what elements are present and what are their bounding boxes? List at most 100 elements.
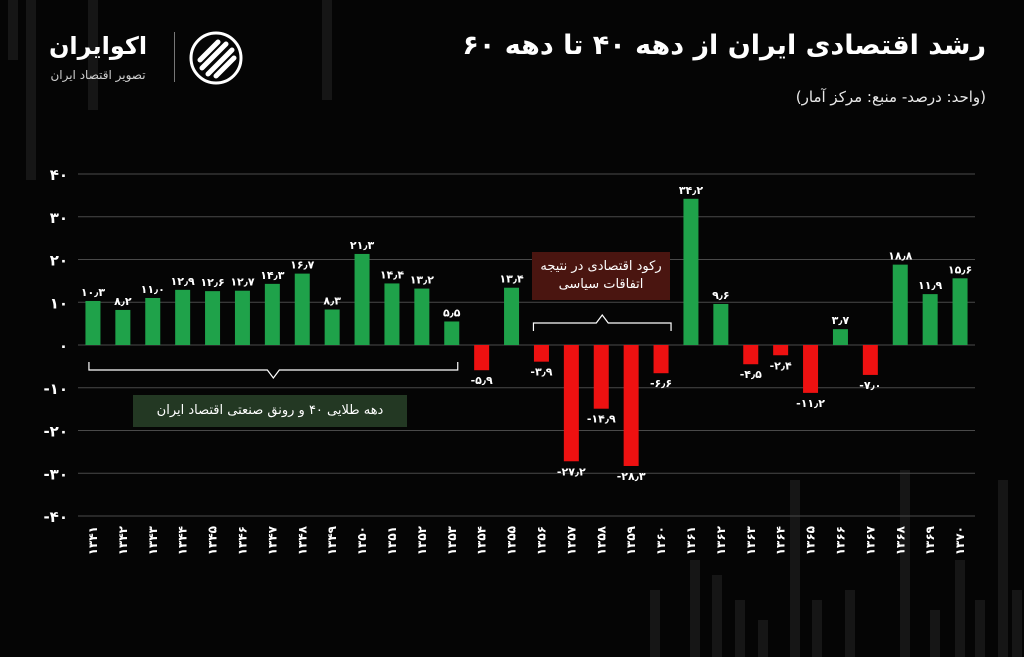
bar [234,290,250,345]
x-tick-label: ۱۳۴۲ [116,525,130,555]
x-tick-label: ۱۳۷۰ [953,526,967,555]
x-tick-label: ۱۳۴۴ [176,526,190,555]
golden-decade-annotation: دهه طلایی ۴۰ و رونق صنعتی اقتصاد ایران [133,395,407,427]
data-label: ۸٫۳ [323,295,341,308]
data-label: ۳۴٫۲ [679,184,704,197]
y-tick-label: -۴۰ [43,508,68,526]
x-tick-label: ۱۳۴۱ [86,526,100,555]
golden-decade-brace [88,362,459,379]
data-label: ۸٫۲ [114,295,132,308]
data-label: ۵٫۵ [443,306,461,319]
x-tick-label: ۱۳۶۹ [923,525,937,555]
data-label: -۲۸٫۳ [617,470,646,483]
data-label: ۹٫۶ [712,289,730,302]
data-label: -۱۴٫۹ [587,413,616,426]
data-label: ۱۲٫۹ [171,275,196,288]
x-tick-label: ۱۳۴۷ [265,525,279,555]
bar [145,297,161,345]
bar [324,309,340,345]
recession-brace [532,314,672,331]
bar [713,303,729,345]
data-label: ۱۵٫۶ [948,263,972,276]
brand-name: اکوایران [48,32,148,60]
x-tick-label: ۱۳۵۹ [624,525,638,555]
x-tick-label: ۱۳۶۸ [893,525,907,555]
data-label: -۵٫۹ [471,374,493,387]
bar [205,291,221,345]
recession-annotation-text: رکود اقتصادی در نتیجه اتفاقات سیاسی [540,259,662,292]
bar [683,198,699,345]
bar [384,283,400,345]
recession-annotation: رکود اقتصادی در نتیجه اتفاقات سیاسی [532,252,670,300]
data-label: -۳٫۹ [530,366,552,379]
x-tick-label: ۱۳۴۸ [295,525,309,555]
bar [593,345,609,409]
bar [175,289,191,345]
y-tick-label: ۰ [59,337,68,355]
chart-title: رشد اقتصادی ایران از دهه ۴۰ تا دهه ۶۰ [462,30,986,61]
x-tick-label: ۱۳۵۳ [445,525,459,555]
data-label: ۱۴٫۴ [380,268,405,281]
x-tick-label: ۱۳۶۳ [744,525,758,555]
x-tick-label: ۱۳۵۱ [385,526,399,555]
x-tick-label: ۱۳۵۲ [415,525,429,555]
x-tick-label: ۱۳۵۶ [534,526,548,555]
data-label: ۱۴٫۳ [260,269,285,282]
bar [294,273,310,345]
bar [474,345,490,371]
bar [115,309,131,345]
x-tick-label: ۱۳۴۵ [206,526,220,555]
bar [85,300,101,345]
x-tick-label: ۱۳۶۰ [654,526,668,555]
bar [623,345,639,466]
bar [803,345,819,393]
data-label: -۱۱٫۲ [796,397,825,410]
y-tick-label: ۱۰ [50,294,68,312]
y-tick-label: -۳۰ [43,465,68,483]
data-label: ۱۲٫۷ [230,276,255,289]
y-tick-label: -۱۰ [43,380,68,398]
x-tick-label: ۱۳۶۶ [833,526,847,555]
y-tick-label: ۳۰ [50,209,68,227]
x-tick-label: ۱۳۶۲ [714,525,728,555]
data-label: ۲۱٫۳ [350,239,375,252]
x-tick-label: ۱۳۴۳ [146,525,160,555]
y-tick-label: ۴۰ [50,166,68,184]
x-tick-label: ۱۳۶۱ [684,526,698,555]
x-tick-label: ۱۳۵۴ [475,526,489,555]
data-label: ۱۶٫۷ [290,259,315,272]
x-tick-label: ۱۳۵۰ [355,526,369,555]
brand-divider [174,32,175,82]
bar [922,294,938,345]
data-label: ۱۰٫۳ [81,286,106,299]
x-tick-label: ۱۳۴۹ [325,525,339,555]
x-tick-label: ۱۳۶۷ [863,525,877,555]
data-label: ۱۱٫۹ [918,279,943,292]
data-label: -۷٫۰ [859,379,881,392]
data-label: ۳٫۷ [832,314,850,327]
bar [563,345,579,462]
brand-tagline: تصویر اقتصاد ایران [50,68,146,82]
x-tick-label: ۱۳۵۵ [505,526,519,555]
bar [414,288,430,345]
data-label: ۱۳٫۲ [410,274,435,287]
data-label: ۱۸٫۸ [888,250,913,263]
data-label: ۱۲٫۶ [200,276,224,289]
data-label: -۴٫۵ [740,368,762,381]
x-tick-label: ۱۳۵۷ [564,525,578,555]
bar [264,283,280,345]
bar [653,345,669,374]
data-label: ۱۱٫۰ [141,283,165,296]
x-tick-label: ۱۳۶۵ [804,526,818,555]
bar [743,345,759,365]
bar [952,278,968,345]
data-label: -۲۷٫۲ [557,465,586,478]
bar [773,345,789,356]
y-tick-label: -۲۰ [43,423,68,441]
data-label: -۲٫۴ [770,359,792,372]
bar [354,253,370,345]
chart-subtitle: (واحد: درصد- منبع: مرکز آمار) [795,88,986,106]
bar [444,321,460,345]
